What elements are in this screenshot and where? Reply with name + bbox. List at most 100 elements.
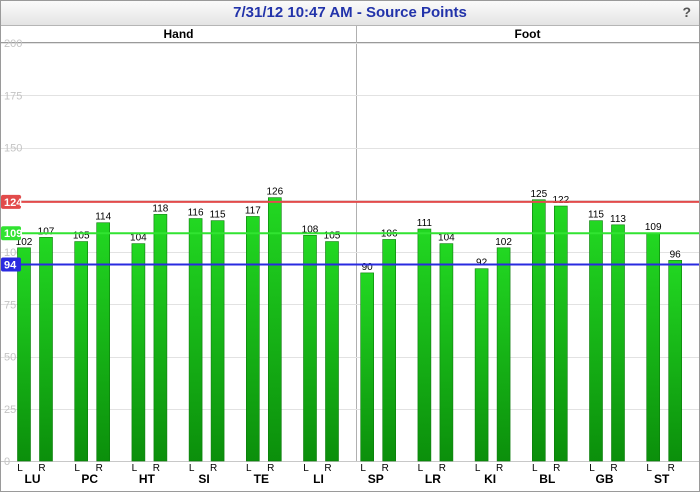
side-label: L (74, 463, 80, 474)
bar-ht-r[interactable] (153, 214, 168, 462)
side-label: R (668, 463, 675, 474)
side-label: R (610, 463, 617, 474)
bar-te-r[interactable] (267, 197, 282, 462)
side-label: R (439, 463, 446, 474)
y-tick-label: 25 (4, 404, 16, 416)
side-label: L (189, 463, 195, 474)
side-label: L (589, 463, 595, 474)
data-label: 114 (95, 212, 111, 223)
side-label: L (418, 463, 424, 474)
bar-st-l[interactable] (646, 232, 661, 462)
bar-bl-l[interactable] (531, 199, 546, 462)
bar-ht-l[interactable] (131, 243, 146, 462)
data-label: 126 (266, 187, 283, 198)
category-label-li: LI (313, 472, 324, 486)
bar-si-l[interactable] (188, 218, 203, 462)
bar-bl-r[interactable] (553, 205, 568, 462)
y-tick-label: 175 (4, 90, 22, 102)
side-label: R (553, 463, 560, 474)
data-label: 115 (210, 210, 226, 221)
category-label-gb: GB (596, 472, 614, 486)
data-label: 117 (245, 205, 261, 216)
bar-pc-l[interactable] (74, 241, 88, 462)
side-label: R (382, 463, 389, 474)
reference-label-124: 124 (4, 197, 23, 209)
side-label: L (246, 463, 252, 474)
bar-gb-r[interactable] (611, 224, 625, 462)
data-label: 90 (362, 262, 374, 273)
side-label: R (267, 463, 274, 474)
window-title: 7/31/12 10:47 AM - Source Points (233, 4, 467, 21)
bar-lu-r[interactable] (39, 237, 53, 462)
data-label: 118 (152, 203, 168, 214)
bar-sp-r[interactable] (382, 239, 397, 462)
category-label-lr: LR (425, 472, 441, 486)
bar-te-l[interactable] (246, 216, 260, 462)
side-label: L (475, 463, 481, 474)
side-label: L (132, 463, 138, 474)
data-label: 104 (438, 233, 455, 244)
reference-label-109: 109 (4, 228, 22, 240)
group-label-foot: Foot (514, 27, 541, 41)
bar-st-r[interactable] (668, 260, 683, 462)
side-label: R (324, 463, 331, 474)
category-label-ki: KI (484, 472, 496, 486)
category-label-ht: HT (139, 472, 156, 486)
data-label: 96 (670, 249, 682, 260)
category-label-lu: LU (25, 472, 41, 486)
y-tick-label: 75 (4, 299, 16, 311)
data-label: 104 (130, 233, 147, 244)
help-button[interactable]: ? (682, 4, 691, 20)
y-tick-label: 200 (4, 38, 22, 50)
data-label: 102 (495, 237, 512, 248)
side-label: R (496, 463, 503, 474)
data-label: 122 (552, 195, 569, 206)
category-label-sp: SP (368, 472, 384, 486)
reference-label-94: 94 (4, 260, 17, 272)
side-label: R (96, 463, 103, 474)
data-label: 102 (16, 237, 33, 248)
side-label: R (38, 463, 45, 474)
data-label: 109 (645, 222, 662, 233)
side-label: R (153, 463, 160, 474)
side-label: L (360, 463, 366, 474)
data-label: 92 (476, 258, 488, 269)
category-label-si: SI (198, 472, 209, 486)
bar-ki-r[interactable] (496, 247, 511, 462)
bar-lu-l[interactable] (17, 247, 31, 462)
category-label-bl: BL (539, 472, 555, 486)
bar-sp-l[interactable] (360, 272, 375, 462)
y-tick-label: 50 (4, 352, 16, 364)
bar-lr-l[interactable] (417, 228, 432, 462)
data-label: 113 (610, 214, 626, 225)
data-label: 116 (188, 208, 204, 219)
data-label: 105 (73, 231, 90, 242)
bar-ki-l[interactable] (474, 268, 489, 462)
bar-pc-r[interactable] (96, 222, 110, 462)
side-label: L (532, 463, 538, 474)
bar-li-r[interactable] (325, 241, 339, 462)
title-bar: 7/31/12 10:47 AM - Source Points ? (1, 1, 699, 26)
bar-lr-r[interactable] (439, 243, 454, 462)
data-label: 115 (588, 210, 604, 221)
data-label: 125 (530, 189, 547, 200)
data-label: 111 (417, 218, 433, 229)
category-label-st: ST (654, 472, 670, 486)
category-label-te: TE (254, 472, 269, 486)
bar-li-l[interactable] (303, 234, 317, 462)
side-label: L (646, 463, 652, 474)
category-label-pc: PC (81, 472, 98, 486)
side-label: R (210, 463, 217, 474)
reference-badge-94 (1, 257, 21, 272)
side-label: L (17, 463, 23, 474)
y-tick-label: 150 (4, 143, 22, 155)
data-label: 107 (38, 226, 55, 237)
reference-badge-109 (1, 226, 21, 241)
bar-si-r[interactable] (210, 220, 225, 462)
bar-gb-l[interactable] (589, 220, 603, 462)
data-label: 105 (324, 231, 341, 242)
reference-badge-124 (1, 194, 21, 209)
data-label: 108 (302, 224, 319, 235)
